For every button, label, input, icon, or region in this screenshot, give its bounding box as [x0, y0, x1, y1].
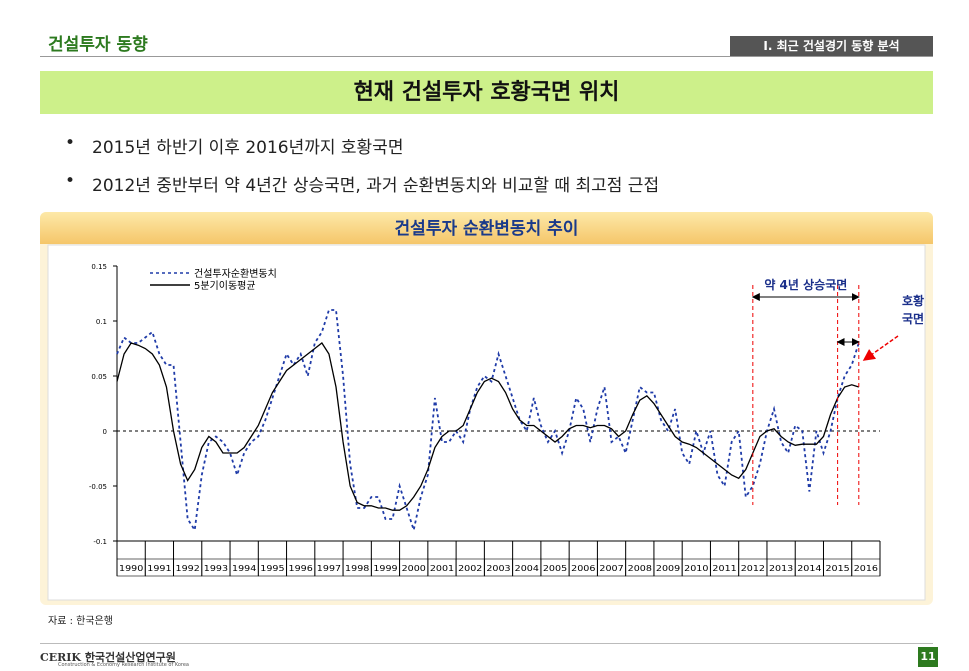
source: 자료 : 한국은행: [48, 616, 113, 627]
y-tick-label: 0.15: [91, 263, 107, 271]
y-tick-label: 0.1: [96, 318, 107, 326]
y-tick-label: -0.05: [89, 483, 107, 491]
x-tick-label: 2010: [684, 564, 708, 573]
x-tick-label: 2001: [430, 564, 454, 573]
series-line: [116, 309, 860, 534]
x-tick-label: 2011: [712, 564, 736, 573]
headline: 현재 건설투자 호황국면 위치: [40, 71, 933, 114]
x-tick-label: 2015: [825, 564, 849, 573]
y-tick-label: -0.1: [93, 538, 107, 546]
org-name-en: Construction & Economy Research Institut…: [58, 662, 189, 668]
chapter-label: Ⅰ. 최근 건설경기 동향 분석: [730, 36, 933, 56]
bullet: 2015년 하반기 이후 2016년까지 호황국면: [92, 138, 404, 158]
x-tick-label: 2000: [402, 564, 426, 573]
x-tick-label: 1998: [345, 564, 369, 573]
y-tick-label: 0: [103, 428, 107, 436]
rule: [40, 56, 933, 57]
x-tick-label: 2016: [854, 564, 878, 573]
bullet-dot: •: [65, 171, 76, 191]
section-title: 건설투자 동향: [48, 35, 148, 55]
x-tick-label: 2003: [486, 564, 510, 573]
x-tick-label: 1996: [289, 564, 313, 573]
x-tick-label: 2006: [571, 564, 595, 573]
x-tick-label: 2002: [458, 564, 482, 573]
x-tick-label: 1992: [176, 564, 200, 573]
x-tick-label: 2013: [769, 564, 793, 573]
x-tick-label: 1995: [260, 564, 284, 573]
x-tick-label: 2005: [543, 564, 567, 573]
x-tick-label: 2004: [515, 564, 539, 573]
x-tick-label: 2007: [599, 564, 623, 573]
annotation: 약 4년 상승국면: [764, 277, 847, 292]
pointer-arrow: [862, 335, 899, 361]
bullet-dot: •: [65, 133, 76, 153]
legend-label: 건설투자순환변동치: [194, 268, 277, 280]
x-tick-label: 1993: [204, 564, 228, 573]
y-tick-label: 0.05: [91, 373, 107, 381]
series-line: [116, 342, 859, 511]
annotation: 국면: [902, 311, 924, 326]
chart-title: 건설투자 순환변동치 추이: [40, 212, 933, 244]
x-tick-label: 2014: [797, 564, 821, 573]
x-tick-label: 2008: [628, 564, 652, 573]
x-tick-label: 1990: [119, 564, 143, 573]
page-number: 11: [918, 647, 938, 667]
bullet: 2012년 중반부터 약 4년간 상승국면, 과거 순환변동치와 비교할 때 최…: [92, 176, 660, 196]
annotation: 호황: [902, 293, 924, 308]
x-tick-label: 1999: [373, 564, 397, 573]
x-tick-label: 1994: [232, 564, 256, 573]
x-tick-label: 1991: [147, 564, 171, 573]
org-name: CERIK 한국건설산업연구원: [40, 651, 176, 664]
x-tick-label: 2012: [741, 564, 765, 573]
x-tick-label: 2009: [656, 564, 680, 573]
x-tick-label: 1997: [317, 564, 341, 573]
rule: [40, 643, 933, 644]
legend-label: 5분기이동평균: [194, 280, 256, 292]
